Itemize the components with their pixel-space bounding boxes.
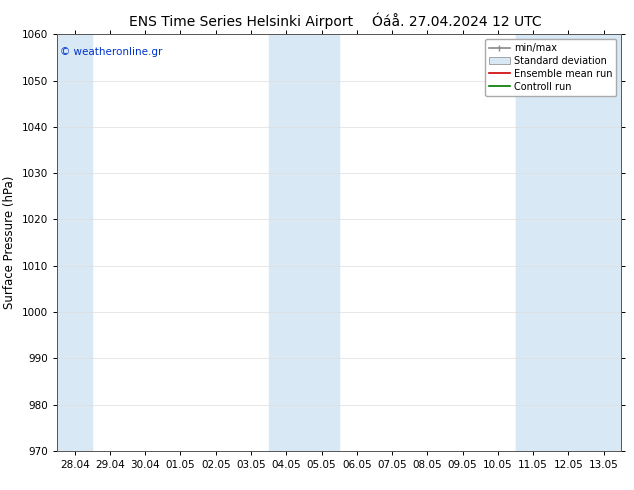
- Bar: [269, 34, 339, 451]
- Bar: [57, 34, 93, 451]
- Y-axis label: Surface Pressure (hPa): Surface Pressure (hPa): [3, 176, 16, 309]
- Text: © weatheronline.gr: © weatheronline.gr: [60, 47, 162, 57]
- Text: Óáå. 27.04.2024 12 UTC: Óáå. 27.04.2024 12 UTC: [372, 15, 541, 29]
- Bar: [515, 34, 586, 451]
- Legend: min/max, Standard deviation, Ensemble mean run, Controll run: min/max, Standard deviation, Ensemble me…: [485, 39, 616, 96]
- Bar: [515, 34, 621, 451]
- Text: ENS Time Series Helsinki Airport: ENS Time Series Helsinki Airport: [129, 15, 353, 29]
